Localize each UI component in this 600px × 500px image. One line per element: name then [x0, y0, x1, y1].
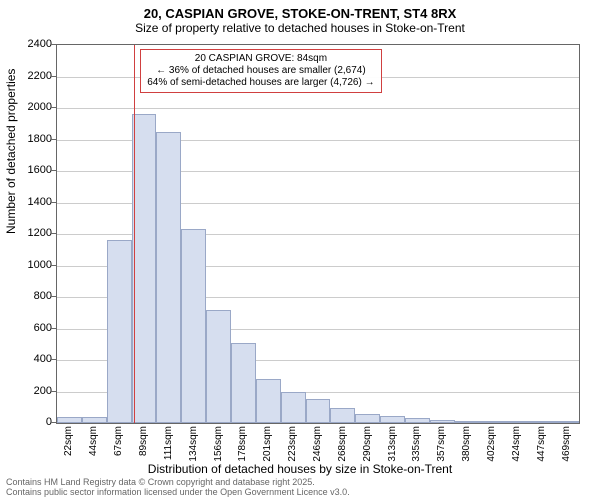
footer-attribution: Contains HM Land Registry data © Crown c… — [6, 478, 350, 498]
callout-line3: 64% of semi-detached houses are larger (… — [147, 77, 374, 89]
histogram-bar — [455, 421, 480, 423]
x-tick-label: 134sqm — [188, 426, 199, 462]
x-tick-label: 335sqm — [411, 426, 422, 462]
y-tick-label: 1600 — [12, 164, 52, 176]
histogram-bar — [554, 421, 579, 423]
histogram-bar — [405, 418, 430, 424]
y-tick-label: 800 — [12, 290, 52, 302]
histogram-bar — [181, 229, 206, 423]
x-tick-label: 380sqm — [461, 426, 472, 462]
y-tick-label: 400 — [12, 353, 52, 365]
y-tick-label: 600 — [12, 322, 52, 334]
histogram-bar — [306, 399, 331, 423]
y-tick-label: 1800 — [12, 133, 52, 145]
x-tick-label: 89sqm — [138, 426, 149, 456]
histogram-bar — [256, 379, 281, 423]
y-tick-label: 2200 — [12, 70, 52, 82]
footer-line2: Contains public sector information licen… — [6, 488, 350, 498]
marker-line — [134, 45, 135, 423]
y-tick-label: 1000 — [12, 259, 52, 271]
histogram-bar — [430, 420, 455, 423]
callout-box: 20 CASPIAN GROVE: 84sqm ← 36% of detache… — [140, 49, 381, 93]
x-tick-label: 290sqm — [362, 426, 373, 462]
x-tick-label: 357sqm — [436, 426, 447, 462]
histogram-bar — [330, 408, 355, 423]
x-tick-label: 268sqm — [337, 426, 348, 462]
histogram-bar — [132, 114, 157, 423]
y-tick-label: 1200 — [12, 227, 52, 239]
x-tick-label: 22sqm — [63, 426, 74, 456]
histogram-bar — [281, 392, 306, 424]
histogram-bar — [206, 310, 231, 423]
x-tick-label: 246sqm — [312, 426, 323, 462]
plot-area: 20 CASPIAN GROVE: 84sqm ← 36% of detache… — [56, 44, 580, 424]
histogram-bar — [82, 417, 107, 423]
callout-line2: ← 36% of detached houses are smaller (2,… — [147, 65, 374, 77]
x-tick-label: 469sqm — [561, 426, 572, 462]
chart-title: 20, CASPIAN GROVE, STOKE-ON-TRENT, ST4 8… — [0, 0, 600, 21]
histogram-bar — [380, 416, 405, 423]
x-tick-label: 44sqm — [88, 426, 99, 456]
y-tick-label: 2000 — [12, 101, 52, 113]
y-tick-label: 0 — [12, 416, 52, 428]
x-tick-label: 447sqm — [536, 426, 547, 462]
histogram-bar — [504, 421, 529, 423]
x-tick-label: 313sqm — [387, 426, 398, 462]
chart-subtitle: Size of property relative to detached ho… — [0, 21, 600, 39]
histogram-bar — [529, 421, 554, 423]
gridline — [57, 108, 579, 109]
y-tick-label: 200 — [12, 385, 52, 397]
x-tick-label: 201sqm — [262, 426, 273, 462]
histogram-bar — [156, 132, 181, 423]
x-axis-title: Distribution of detached houses by size … — [0, 462, 600, 476]
y-tick-label: 2400 — [12, 38, 52, 50]
x-tick-label: 402sqm — [486, 426, 497, 462]
y-axis-title: Number of detached properties — [4, 69, 18, 234]
chart-container: 20, CASPIAN GROVE, STOKE-ON-TRENT, ST4 8… — [0, 0, 600, 500]
histogram-bar — [57, 417, 82, 423]
histogram-bar — [231, 343, 256, 423]
x-tick-label: 67sqm — [113, 426, 124, 456]
x-tick-label: 111sqm — [163, 426, 174, 460]
histogram-bar — [107, 240, 132, 423]
x-tick-label: 424sqm — [511, 426, 522, 462]
callout-line1: 20 CASPIAN GROVE: 84sqm — [147, 53, 374, 65]
histogram-bar — [355, 414, 380, 423]
y-tick-label: 1400 — [12, 196, 52, 208]
x-tick-label: 223sqm — [287, 426, 298, 462]
histogram-bar — [480, 421, 505, 423]
x-axis-labels: 22sqm 44sqm 67sqm 89sqm 111sqm 134sqm 156sqm 17… — [56, 424, 580, 464]
x-tick-label: 178sqm — [237, 426, 248, 462]
x-tick-label: 156sqm — [213, 426, 224, 462]
